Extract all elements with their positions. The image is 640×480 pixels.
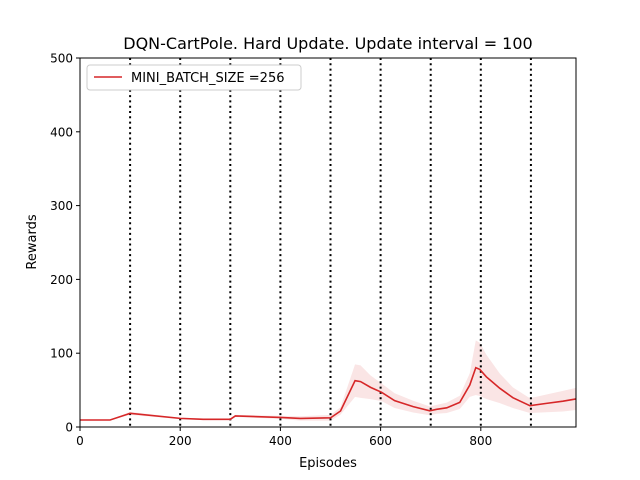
- chart-title: DQN-CartPole. Hard Update. Update interv…: [123, 34, 532, 53]
- x-axis-label: Episodes: [299, 456, 357, 471]
- x-tick-label: 800: [469, 434, 492, 448]
- x-tick-label: 400: [269, 434, 292, 448]
- legend-box: [86, 64, 302, 91]
- y-tick-label: 100: [50, 347, 73, 361]
- legend-label: MINI_BATCH_SIZE =256: [131, 71, 285, 86]
- y-tick-label: 300: [50, 199, 73, 213]
- plot-frame: [79, 57, 577, 428]
- x-tick-label: 600: [369, 434, 392, 448]
- legend: MINI_BATCH_SIZE =256: [86, 64, 302, 91]
- confidence-band: [80, 340, 576, 421]
- x-tick-label: 200: [169, 434, 192, 448]
- y-tick-label: 200: [50, 273, 73, 287]
- y-tick-label: 400: [50, 125, 73, 139]
- y-tick-label: 500: [50, 52, 73, 66]
- y-tick-label: 0: [65, 421, 73, 435]
- series-line: [80, 366, 577, 421]
- x-tick-label: 0: [76, 434, 84, 448]
- y-axis-label: Rewards: [25, 214, 40, 269]
